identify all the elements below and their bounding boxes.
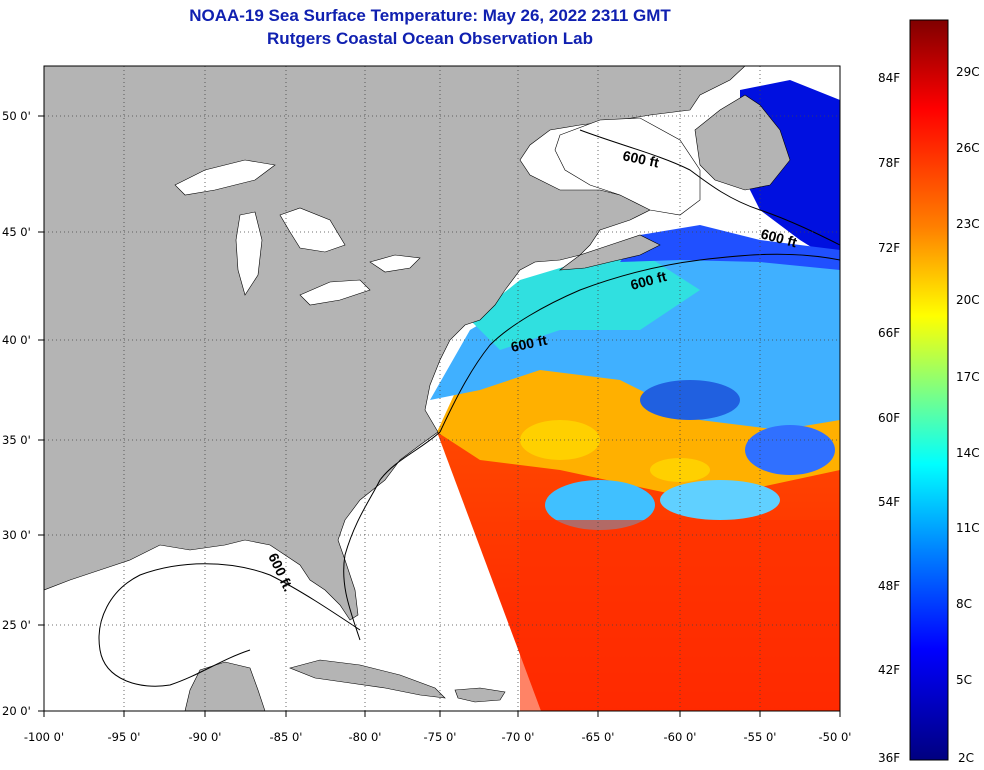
land: [44, 66, 791, 711]
lon-tick-label: -100 0': [24, 730, 64, 744]
lake-michigan: [235, 211, 263, 296]
lon-tick-label: -65 0': [582, 730, 615, 744]
lon-tick-label: -80 0': [349, 730, 382, 744]
sst-cold-north2: [620, 225, 840, 270]
lon-tick-label: -85 0': [270, 730, 303, 744]
lake-huron: [279, 207, 346, 253]
contour-label: 600 ft: [621, 147, 660, 170]
lon-axis: -100 0' -95 0' -90 0' -85 0' -80 0' -75 …: [24, 711, 852, 744]
land-newfoundland: [694, 94, 791, 191]
land-cuba: [289, 659, 446, 699]
lat-tick-label: 50 0': [2, 109, 31, 123]
lat-tick-label: 35 0': [2, 433, 31, 447]
lon-tick-label: -75 0': [424, 730, 457, 744]
great-lakes: [174, 159, 421, 306]
eddy: [745, 425, 835, 475]
eddy: [640, 380, 740, 420]
land-maritimes: [558, 234, 661, 271]
lon-tick-label: -60 0': [664, 730, 697, 744]
lon-tick-label: -95 0': [108, 730, 141, 744]
lat-tick-label: 30 0': [2, 528, 31, 542]
land-north-america: [44, 66, 746, 621]
lon-tick-label: -55 0': [744, 730, 777, 744]
lon-tick-label: -70 0': [502, 730, 535, 744]
map-title: NOAA-19 Sea Surface Temperature: May 26,…: [189, 6, 671, 25]
contour-600ft: [98, 129, 840, 687]
land-hispaniola: [454, 687, 506, 703]
sst-band-cool2: [470, 258, 700, 350]
map-subtitle: Rutgers Coastal Ocean Observation Lab: [267, 29, 593, 48]
graticule: [44, 66, 840, 711]
lon-tick-label: -50 0': [819, 730, 852, 744]
eddy: [660, 480, 780, 520]
map-frame: [43, 65, 841, 712]
lat-tick-label: 45 0': [2, 225, 31, 239]
eddy: [545, 480, 655, 530]
lat-tick-label: 20 0': [2, 704, 31, 718]
lat-axis: 50 0' 45 0' 40 0' 35 0' 30 0' 25 0' 20 0…: [2, 109, 44, 718]
lake-ontario: [369, 254, 421, 273]
lake-erie: [299, 279, 371, 306]
warm-patch: [520, 520, 840, 711]
lat-tick-label: 25 0': [2, 618, 31, 632]
lat-tick-label: 40 0': [2, 333, 31, 347]
lon-tick-label: -90 0': [189, 730, 222, 744]
lake-superior: [174, 159, 276, 196]
contour-label: 600 ft: [509, 332, 548, 355]
